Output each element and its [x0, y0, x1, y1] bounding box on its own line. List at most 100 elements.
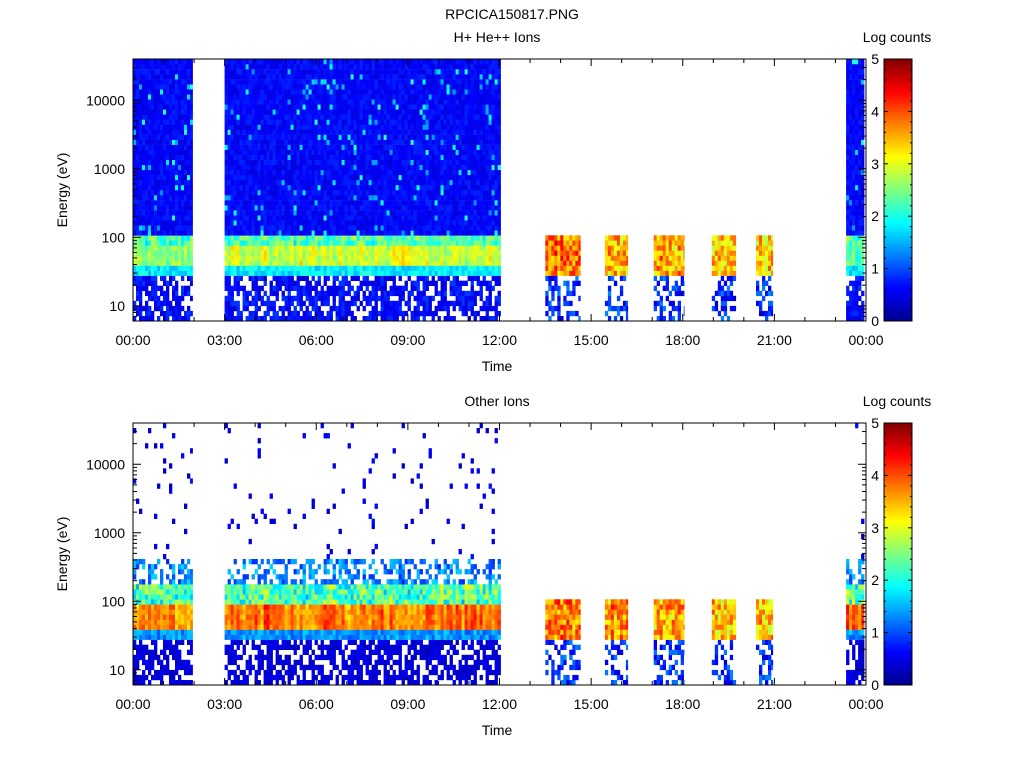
spectrogram-cell — [224, 139, 228, 145]
spectrogram-cell — [461, 149, 465, 155]
spectrogram-cell — [440, 220, 444, 226]
spectrogram-cell — [326, 190, 330, 196]
spectrogram-cell — [422, 134, 426, 140]
spectrogram-cell — [386, 139, 390, 145]
spectrogram-cell — [248, 84, 252, 90]
spectrogram-cell — [184, 215, 188, 221]
spectrogram-cell — [308, 79, 312, 85]
spectrogram-cell — [371, 94, 375, 100]
spectrogram-cell — [311, 139, 315, 145]
spectrogram-cell — [464, 290, 468, 297]
spectrogram-cell — [395, 99, 399, 105]
spectrogram-cell — [362, 59, 366, 65]
spectrogram-cell — [308, 220, 312, 226]
spectrogram-cell — [347, 69, 351, 75]
spectrogram-cell — [431, 124, 435, 130]
spectrogram-cell — [157, 119, 161, 125]
spectrogram-cell — [269, 84, 273, 90]
spectrogram-cell — [293, 260, 297, 266]
spectrogram-cell — [224, 260, 228, 266]
spectrogram-cell — [386, 144, 390, 150]
spectrogram-cell — [452, 235, 456, 241]
spectrogram-cell — [341, 245, 345, 251]
spectrogram-cell — [299, 124, 303, 130]
spectrogram-cell — [284, 164, 288, 171]
spectrogram-cell — [239, 245, 243, 251]
spectrogram-cell — [320, 316, 324, 322]
spectrogram-cell — [227, 114, 231, 120]
spectrogram-cell — [344, 290, 348, 297]
spectrogram-cell — [455, 235, 459, 241]
spectrogram-cell — [151, 84, 155, 90]
spectrogram-cell — [452, 84, 456, 90]
spectrogram-cell — [335, 185, 339, 191]
spectrogram-cell — [142, 260, 146, 266]
spectrogram-cell — [440, 129, 444, 135]
spectrogram-cell — [416, 89, 420, 95]
spectrogram-cell — [395, 270, 399, 276]
spectrogram-cell — [353, 119, 357, 125]
spectrogram-cell — [395, 129, 399, 135]
spectrogram-cell — [136, 59, 140, 65]
spectrogram-cell — [160, 225, 164, 231]
spectrogram-cell — [443, 144, 447, 150]
spectrogram-cell — [326, 134, 330, 140]
spectrogram-cell — [317, 215, 321, 221]
spectrogram-cell — [413, 124, 417, 130]
spectrogram-cell — [377, 255, 381, 261]
spectrogram-cell — [320, 225, 324, 231]
spectrogram-cell — [347, 124, 351, 130]
spectrogram-cell — [374, 225, 378, 231]
spectrogram-cell — [317, 104, 321, 110]
spectrogram-cell — [434, 190, 438, 196]
spectrogram-cell — [416, 114, 420, 120]
spectrogram-cell — [356, 250, 360, 256]
spectrogram-cell — [413, 99, 417, 105]
spectrogram-cell — [175, 185, 179, 191]
spectrogram-cell — [151, 144, 155, 150]
spectrogram-cell — [362, 215, 366, 221]
spectrogram-cell — [389, 270, 393, 276]
spectrogram-cell — [377, 185, 381, 191]
spectrogram-cell — [440, 240, 444, 246]
spectrogram-cell — [419, 245, 423, 251]
spectrogram-cell — [368, 240, 372, 246]
spectrogram-cell — [362, 114, 366, 120]
spectrogram-cell — [266, 149, 270, 155]
spectrogram-cell — [263, 270, 267, 276]
spectrogram-cell — [275, 240, 279, 246]
spectrogram-cell — [407, 200, 411, 206]
spectrogram-cell — [428, 104, 432, 110]
spectrogram-cell — [181, 295, 185, 302]
spectrogram-cell — [163, 250, 167, 256]
spectrogram-cell — [431, 159, 435, 166]
spectrogram-cell — [347, 174, 351, 181]
spectrogram-cell — [431, 280, 435, 286]
spectrogram-cell — [443, 275, 447, 281]
spectrogram-cell — [148, 260, 152, 266]
spectrogram-cell — [443, 200, 447, 206]
spectrogram-cell — [299, 220, 303, 226]
spectrogram-cell — [449, 190, 453, 196]
spectrogram-cell — [428, 154, 432, 160]
spectrogram-cell — [242, 295, 246, 302]
spectrogram-cell — [254, 305, 258, 312]
spectrogram-cell — [281, 200, 285, 206]
spectrogram-cell — [169, 200, 173, 206]
spectrogram-cell — [359, 69, 363, 75]
spectrogram-cell — [326, 195, 330, 201]
spectrogram-cell — [290, 260, 294, 266]
spectrogram-cell — [428, 245, 432, 251]
spectrogram-cell — [139, 109, 143, 115]
spectrogram-cell — [371, 240, 375, 246]
spectrogram-cell — [251, 99, 255, 105]
spectrogram-cell — [404, 285, 408, 291]
spectrogram-cell — [464, 164, 468, 171]
spectrogram-cell — [175, 164, 179, 171]
spectrogram-cell — [458, 240, 462, 246]
spectrogram-cell — [374, 316, 378, 322]
spectrogram-cell — [302, 240, 306, 246]
spectrogram-cell — [326, 59, 330, 65]
spectrogram-cell — [172, 154, 176, 160]
spectrogram-cell — [236, 255, 240, 261]
